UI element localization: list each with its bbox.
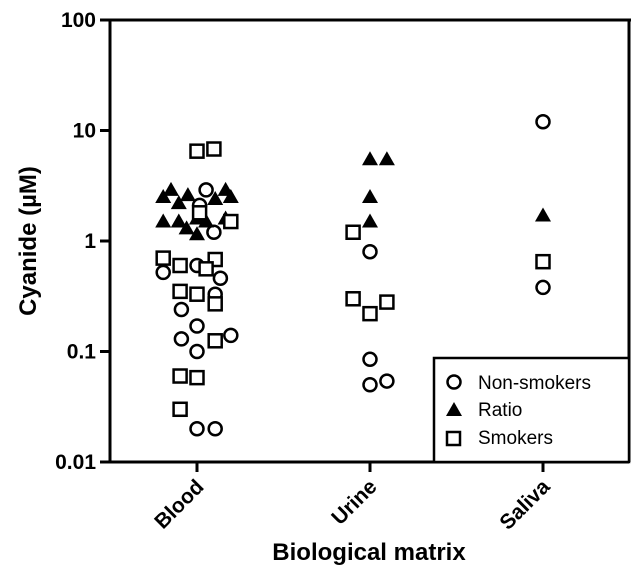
- point-non-smokers-blood: [189, 318, 205, 334]
- point-non-smokers-urine: [379, 373, 395, 389]
- point-smokers-blood: [207, 296, 223, 312]
- point-non-smokers-urine: [362, 243, 378, 260]
- point-smokers-blood: [191, 205, 208, 221]
- legend: Non-smokers Ratio Smokers: [432, 356, 631, 464]
- legend-label-smokers: Smokers: [478, 428, 553, 449]
- point-smokers-blood: [189, 143, 205, 159]
- y-tick-label: 100: [61, 9, 96, 32]
- point-smokers-blood: [155, 250, 171, 266]
- y-axis-ticks: 0.01 0.1 1 10 100: [55, 9, 110, 474]
- point-smokers-blood: [172, 283, 188, 300]
- point-non-smokers-blood: [207, 420, 223, 437]
- point-smokers-blood: [172, 257, 188, 274]
- point-ratio-blood: [178, 220, 195, 235]
- point-smokers-urine: [345, 291, 361, 307]
- y-tick-label: 10: [73, 120, 96, 143]
- point-ratio-blood: [155, 189, 172, 204]
- legend-triangle-icon: [446, 402, 462, 416]
- point-non-smokers-blood: [212, 270, 229, 287]
- point-non-smokers-blood: [189, 343, 205, 360]
- data-points: [155, 114, 551, 437]
- point-ratio-blood: [179, 187, 196, 202]
- point-ratio-urine: [362, 213, 378, 228]
- point-smokers-blood: [189, 369, 205, 386]
- point-smokers-blood: [198, 261, 214, 277]
- point-non-smokers-saliva: [535, 114, 551, 130]
- point-ratio-blood: [170, 213, 187, 228]
- x-tick-label-blood: Blood: [150, 475, 208, 533]
- point-smokers-blood: [172, 368, 188, 384]
- point-ratio-blood: [207, 190, 224, 205]
- point-smokers-blood: [223, 213, 239, 230]
- point-smokers-saliva: [535, 253, 551, 270]
- point-ratio-saliva: [535, 207, 551, 222]
- y-tick-label: 0.01: [55, 451, 96, 474]
- point-non-smokers-saliva: [535, 279, 551, 296]
- point-smokers-urine: [379, 294, 395, 310]
- point-non-smokers-blood: [206, 224, 222, 241]
- point-non-smokers-urine: [362, 377, 378, 393]
- point-non-smokers-blood: [223, 327, 239, 344]
- point-non-smokers-blood: [173, 301, 190, 318]
- x-axis-ticks: Blood Urine Saliva: [150, 462, 555, 534]
- point-smokers-urine: [345, 224, 361, 241]
- point-ratio-blood: [163, 181, 179, 196]
- legend-square-icon: [445, 430, 462, 447]
- point-ratio-blood: [189, 226, 205, 241]
- legend-circle-icon: [446, 374, 462, 390]
- legend-label-non-smokers: Non-smokers: [478, 373, 591, 394]
- point-smokers-blood: [172, 401, 188, 418]
- point-non-smokers-blood: [173, 331, 190, 347]
- x-tick-label-urine: Urine: [327, 475, 381, 529]
- legend-label-ratio: Ratio: [478, 400, 522, 421]
- y-tick-label: 1: [84, 230, 96, 253]
- point-non-smokers-blood: [189, 420, 205, 437]
- point-non-smokers-urine: [362, 351, 378, 368]
- point-ratio-urine: [362, 189, 378, 204]
- point-ratio-blood: [170, 195, 187, 210]
- point-non-smokers-blood: [198, 182, 214, 198]
- point-ratio-blood: [222, 189, 239, 204]
- point-ratio-blood: [155, 213, 172, 228]
- y-tick-label: 0.1: [67, 341, 97, 364]
- point-non-smokers-blood: [155, 264, 171, 281]
- point-smokers-urine: [362, 305, 378, 322]
- point-ratio-urine: [362, 151, 378, 166]
- x-axis-title: Biological matrix: [272, 539, 466, 566]
- point-smokers-blood: [189, 286, 205, 302]
- point-smokers-blood: [207, 333, 223, 349]
- y-axis-title: Cyanide (µM): [15, 166, 42, 316]
- x-tick-label-saliva: Saliva: [495, 475, 554, 534]
- point-smokers-blood: [206, 141, 222, 157]
- point-ratio-urine: [378, 151, 395, 166]
- legend-box: [432, 356, 631, 464]
